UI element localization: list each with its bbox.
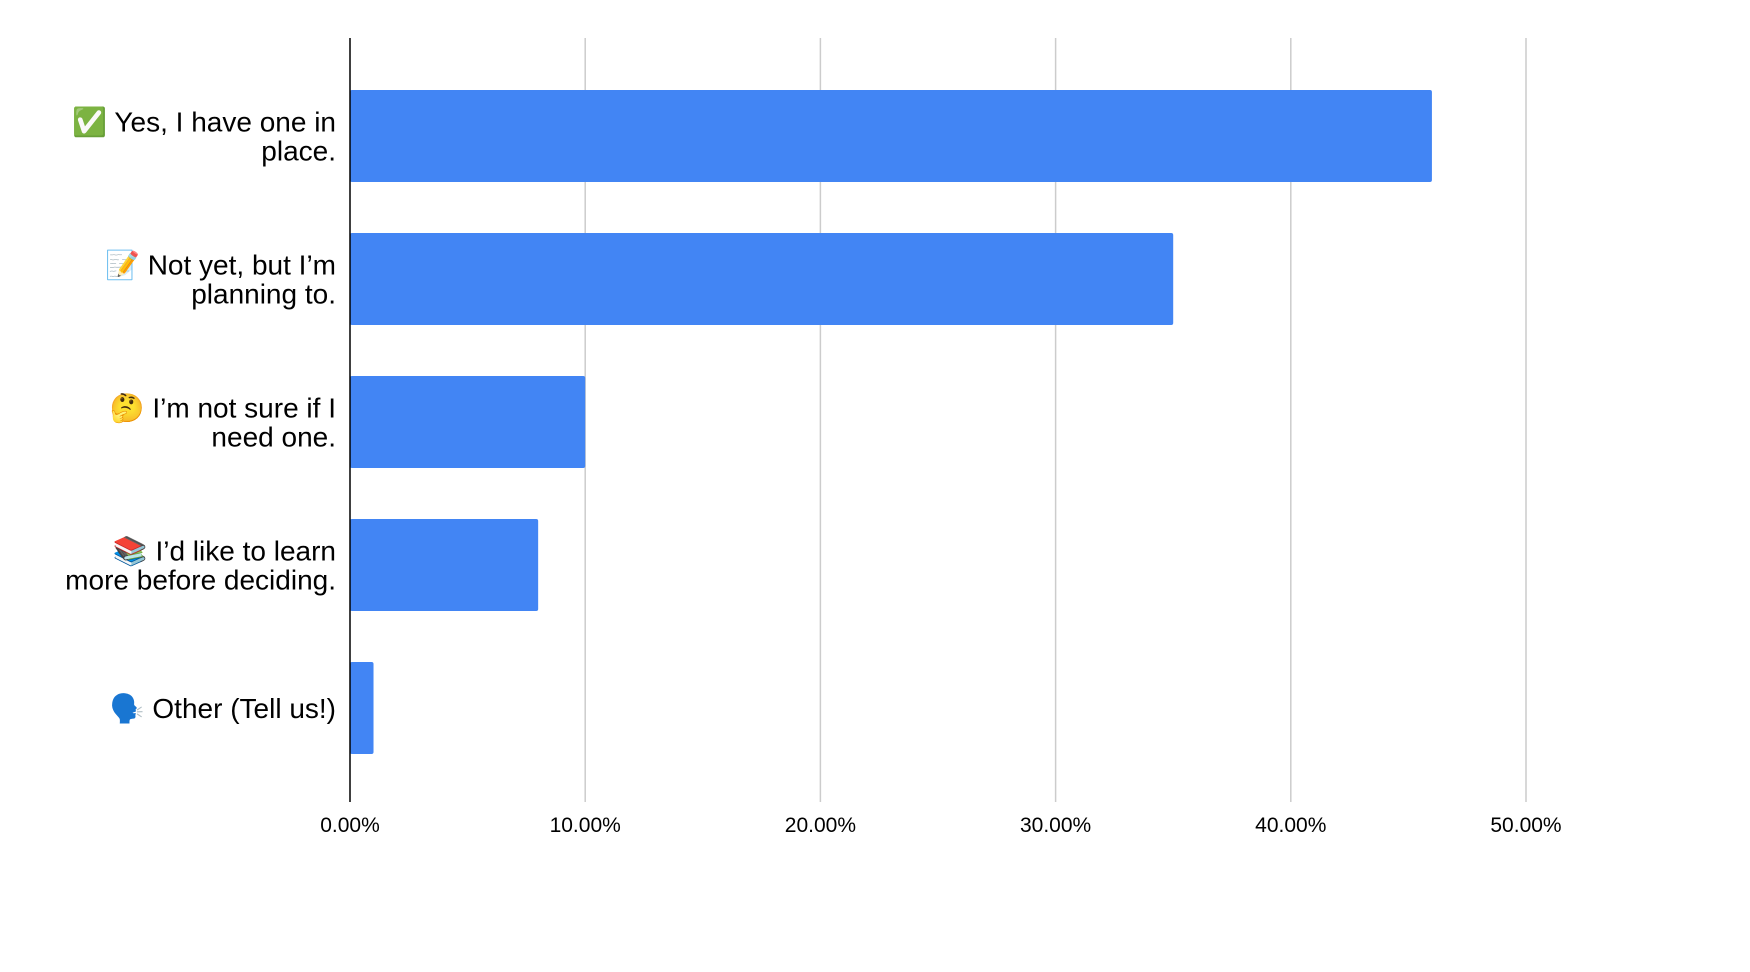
category-label-line: 📚 I’d like to learn xyxy=(113,536,336,568)
bar xyxy=(350,233,1174,325)
x-tick-label: 10.00% xyxy=(550,814,621,837)
x-tick-label: 20.00% xyxy=(785,814,856,837)
x-tick-label: 50.00% xyxy=(1490,814,1561,837)
category-label-line: more before deciding. xyxy=(65,565,336,596)
category-label-line: ✅ Yes, I have one in xyxy=(72,106,336,139)
category-label-line: planning to. xyxy=(191,279,336,310)
bars xyxy=(350,90,1432,754)
x-tick-label: 40.00% xyxy=(1255,814,1326,837)
category-label-line: 📝 Not yet, but I’m xyxy=(105,249,336,282)
x-tick-labels: 0.00% 10.00% 20.00% 30.00% 40.00% 50.00% xyxy=(320,814,1561,837)
bar xyxy=(350,376,586,468)
bar xyxy=(350,90,1432,182)
category-label: 📚 I’d like to learn more before deciding. xyxy=(65,536,336,596)
x-tick-label: 0.00% xyxy=(320,814,380,837)
category-label-line: place. xyxy=(261,136,336,167)
category-label-line: 🗣️ Other (Tell us!) xyxy=(110,692,336,725)
x-tick-label: 30.00% xyxy=(1020,814,1091,837)
category-label: 🗣️ Other (Tell us!) xyxy=(110,692,336,725)
bar xyxy=(350,519,539,611)
category-label-line: need one. xyxy=(211,422,336,453)
category-labels: ✅ Yes, I have one in place. 📝 Not yet, but… xyxy=(65,106,336,726)
category-label: 📝 Not yet, but I’m planning to. xyxy=(105,249,336,310)
category-label-line: 🤔 I’m not sure if I xyxy=(110,393,336,425)
category-label: ✅ Yes, I have one in place. xyxy=(72,106,336,167)
bar xyxy=(350,662,374,754)
